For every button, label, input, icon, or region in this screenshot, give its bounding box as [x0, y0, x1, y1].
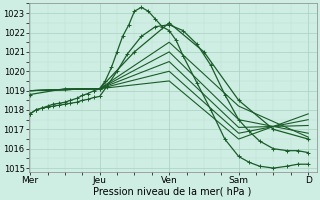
X-axis label: Pression niveau de la mer( hPa ): Pression niveau de la mer( hPa ) [93, 187, 252, 197]
